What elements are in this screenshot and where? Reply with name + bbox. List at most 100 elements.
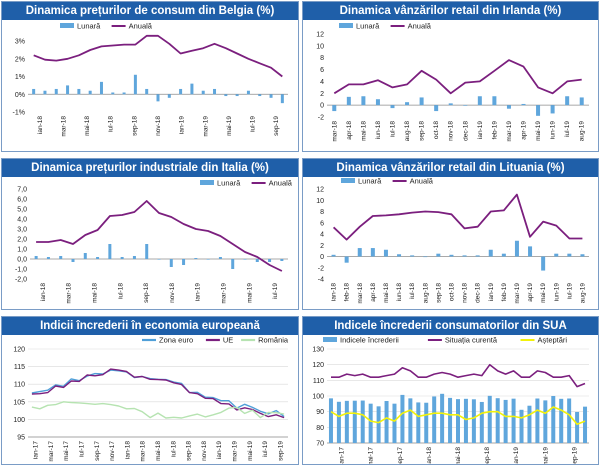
panel-irlanda-retail: Dinamica vânzărilor retail din Irlanda (… bbox=[302, 1, 599, 152]
x-tick-label: mai-19 bbox=[247, 441, 254, 461]
y-tick-label: 2,0 bbox=[17, 237, 27, 244]
x-tick-label: nov-18 bbox=[462, 283, 469, 303]
bar-lunară bbox=[246, 90, 250, 95]
bar-lunară bbox=[54, 88, 58, 95]
y-tick-label: 10 bbox=[316, 43, 324, 50]
bar-lunară bbox=[235, 94, 239, 97]
x-tick-label: mar-19 bbox=[514, 283, 521, 304]
legend-label: Așteptări bbox=[538, 336, 568, 345]
x-tick-label: ian-18 bbox=[331, 283, 338, 301]
x-tick-label: mar-18 bbox=[66, 283, 73, 304]
x-tick-label: mar-19 bbox=[231, 441, 238, 462]
bar-lunară bbox=[218, 257, 222, 259]
bar-lunară bbox=[434, 105, 439, 112]
bar-indicele-încrederii bbox=[384, 401, 389, 443]
bar-indicele-încrederii bbox=[432, 396, 437, 443]
bar-lunară bbox=[554, 253, 559, 257]
bar-lunară bbox=[122, 92, 126, 95]
x-tick-label: ian-17 bbox=[339, 447, 346, 464]
bar-lunară bbox=[96, 257, 100, 259]
x-tick-label: iun-19 bbox=[550, 121, 557, 139]
x-tick-label: iun-18 bbox=[396, 283, 403, 301]
line-anuală bbox=[332, 193, 583, 241]
bar-lunară bbox=[145, 88, 149, 95]
bar-lunară bbox=[514, 240, 519, 257]
x-tick-label: iun-18 bbox=[375, 121, 382, 139]
bar-indicele-încrederii bbox=[376, 406, 381, 443]
bar-indicele-încrederii bbox=[440, 393, 445, 443]
line-anuală bbox=[33, 34, 283, 78]
legend-swatch bbox=[341, 178, 355, 183]
bar-lunară bbox=[506, 105, 511, 109]
x-tick-label: ian-19 bbox=[179, 116, 186, 134]
bar-lunară bbox=[448, 103, 453, 106]
x-tick-label: iul-18 bbox=[390, 121, 397, 137]
bar-lunară bbox=[201, 90, 205, 95]
y-tick-label: 6,0 bbox=[17, 197, 27, 204]
line-ue bbox=[31, 368, 285, 419]
bar-lunară bbox=[157, 259, 161, 260]
chart-incredere-europa: 95 100 105 110 115 120 ian-17 mar-17 mai-17 iul-1… bbox=[13, 336, 289, 462]
y-tick-label: 3,0 bbox=[17, 227, 27, 234]
bar-lunară bbox=[383, 249, 388, 257]
y-tick-label: 4,0 bbox=[17, 217, 27, 224]
bar-indicele-încrederii bbox=[352, 400, 357, 443]
x-tick-label: feb-18 bbox=[344, 283, 351, 302]
x-tick-label: sep-19 bbox=[277, 441, 284, 461]
x-tick-label: iul-18 bbox=[409, 283, 416, 299]
bar-lunară bbox=[32, 88, 36, 95]
y-tick-label: -1,0 bbox=[15, 267, 27, 274]
bar-lunară bbox=[280, 94, 284, 104]
bar-lunară bbox=[243, 259, 247, 260]
bar-lunară bbox=[268, 259, 272, 262]
legend-label: Anuală bbox=[129, 22, 153, 31]
y-tick-label: 6 bbox=[320, 220, 324, 227]
y-tick-label: 130 bbox=[312, 347, 324, 354]
bar-lunară bbox=[521, 103, 526, 106]
bar-lunară bbox=[475, 255, 480, 257]
bar-lunară bbox=[528, 246, 533, 257]
bar-indicele-încrederii bbox=[551, 396, 556, 443]
x-tick-label: sep-18 bbox=[143, 283, 150, 303]
bar-lunară bbox=[231, 259, 235, 269]
bar-indicele-încrederii bbox=[328, 398, 333, 443]
bar-indicele-încrederii bbox=[360, 400, 365, 443]
y-tick-label: 6 bbox=[320, 67, 324, 74]
bar-lunară bbox=[169, 259, 173, 267]
panel-lituania-retail: Dinamica vânzărilor retail din Lituania … bbox=[302, 158, 599, 310]
bar-indicele-încrederii bbox=[503, 399, 508, 443]
chart-incredere-sua: 70 80 90 100 110 120 130 ian-17 mai-17 sep-17 ian-… bbox=[312, 336, 589, 464]
chart-title: Indicele încrederii consumatorilor din S… bbox=[303, 317, 598, 335]
legend-label: Anuală bbox=[269, 179, 293, 188]
bar-indicele-încrederii bbox=[456, 399, 460, 443]
x-tick-label: dec-18 bbox=[462, 121, 469, 141]
y-tick-label: 0,0 bbox=[17, 257, 27, 264]
bar-lunară bbox=[99, 81, 103, 95]
chart-lituania-retail: -4 -2 0 2 4 6 8 10 12 ian-18 feb-18 mar-18 apr-18 mai… bbox=[316, 177, 589, 304]
x-tick-label: nov-17 bbox=[109, 441, 116, 461]
x-tick-label: mai-19 bbox=[226, 116, 233, 136]
x-tick-label: sep-19 bbox=[273, 116, 280, 136]
legend-label: Anuală bbox=[408, 22, 432, 31]
chart-title: Indicii încrederii în economia europeană bbox=[2, 317, 298, 335]
bar-lunară bbox=[46, 257, 50, 259]
x-tick-label: iul-19 bbox=[566, 283, 573, 299]
legend-label: România bbox=[258, 336, 289, 345]
bar-indicele-încrederii bbox=[535, 398, 540, 443]
bar-indicele-încrederii bbox=[527, 405, 532, 443]
bar-indicele-încrederii bbox=[416, 402, 421, 443]
x-tick-label: sep-18 bbox=[419, 121, 426, 141]
x-tick-label: iul-19 bbox=[272, 283, 279, 299]
x-tick-label: ian-17 bbox=[33, 441, 40, 459]
bar-lunară bbox=[77, 88, 81, 95]
y-tick-label: 0 bbox=[320, 254, 324, 261]
x-tick-label: mai-19 bbox=[542, 447, 549, 464]
bar-lunară bbox=[536, 105, 541, 116]
y-tick-label: 8 bbox=[320, 55, 324, 62]
bar-indicele-încrederii bbox=[567, 398, 572, 443]
bar-indicele-încrederii bbox=[400, 394, 405, 443]
bar-indicele-încrederii bbox=[336, 401, 341, 443]
x-tick-label: sep-18 bbox=[131, 116, 138, 136]
legend-swatch bbox=[339, 23, 353, 28]
panel-incredere-sua: Indicele încrederii consumatorilor din S… bbox=[302, 316, 599, 465]
